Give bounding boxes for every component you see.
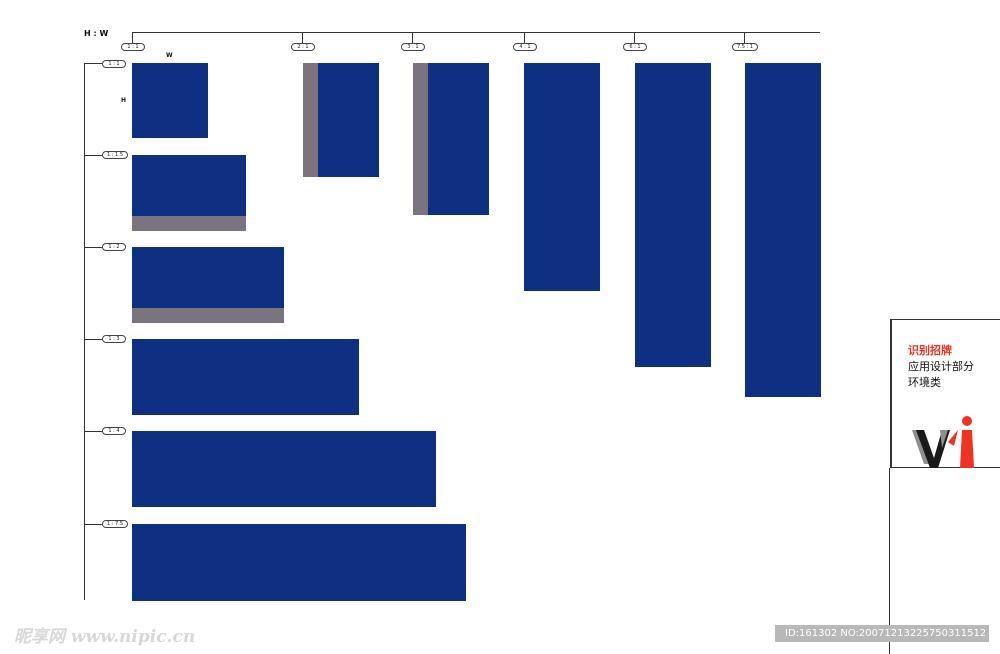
top-ruler-tick: [302, 32, 303, 44]
id-watermark-text: ID:161302 NO:20071213225750311512: [785, 628, 987, 639]
top-ruler-tick: [132, 32, 133, 44]
side-ruler-tick: [84, 247, 102, 248]
height-label: H: [121, 97, 127, 104]
side-ruler-tick: [84, 339, 102, 340]
top-ratio-label: 4 : 1: [513, 43, 537, 51]
top-ratio-label: 3 : 1: [401, 43, 425, 51]
sign-panel-gap-strip: [132, 308, 284, 323]
side-ratio-label: 1 : 4: [102, 427, 126, 435]
side-ratio-label: 1 : 2: [102, 243, 126, 251]
id-watermark-bar: ID:161302 NO:20071213225750311512: [775, 625, 989, 642]
top-ruler-tick: [412, 32, 413, 44]
panel-lower-line: [889, 468, 890, 654]
sign-panel-6-1: [635, 63, 711, 367]
side-ratio-label: 1 : 3: [102, 335, 126, 343]
sign-panel-gap-strip: [413, 63, 428, 215]
panel-category: 环境类: [908, 376, 941, 389]
sign-panel-gap-strip: [303, 63, 318, 177]
side-ratio-label: 1 : 1: [102, 60, 126, 68]
sign-panel-1-3: [132, 339, 359, 415]
side-ruler-tick: [84, 63, 102, 64]
side-ruler-tick: [84, 431, 102, 432]
top-ruler-line: [132, 32, 820, 33]
top-ruler-tick: [634, 32, 635, 44]
sign-panel-4-1: [524, 63, 600, 291]
panel-top-border: [890, 319, 1000, 320]
sign-panel-7.5-1: [745, 63, 821, 397]
sign-panel-1-7.5: [132, 524, 466, 601]
side-ratio-label: 1 : 1.5: [102, 151, 128, 159]
side-ruler-tick: [84, 524, 102, 525]
sign-panel-1-2: [132, 247, 284, 308]
sign-panel-1-1: [132, 63, 208, 138]
side-ratio-label: 1 : 7.5: [102, 520, 128, 528]
top-ruler-tick: [744, 32, 745, 44]
side-ruler-tick: [84, 155, 102, 156]
vi-logo-icon: [912, 416, 974, 468]
sign-panel-2-1: [318, 63, 379, 177]
sign-panel-3-1: [428, 63, 489, 215]
top-ratio-label: 2 : 1: [291, 43, 315, 51]
top-ratio-label: 6 : 1: [623, 43, 647, 51]
panel-subtitle: 应用设计部分: [908, 360, 974, 373]
site-watermark: 昵享网 www.nipic.cn: [14, 627, 196, 647]
panel-title: 识别招牌: [908, 344, 952, 357]
hw-label: H : W: [84, 29, 109, 38]
sign-panel-1-4: [132, 431, 436, 507]
panel-bottom-border: [890, 467, 1000, 468]
top-ratio-label: 7.5 : 1: [732, 43, 758, 51]
sign-panel-1-1.5: [132, 155, 246, 216]
sign-panel-gap-strip: [132, 216, 246, 231]
side-ruler-line: [84, 63, 85, 600]
top-ratio-label: 1 : 1: [121, 43, 145, 51]
panel-left-border: [890, 319, 892, 468]
top-ruler-tick: [524, 32, 525, 44]
width-label: W: [166, 52, 173, 59]
